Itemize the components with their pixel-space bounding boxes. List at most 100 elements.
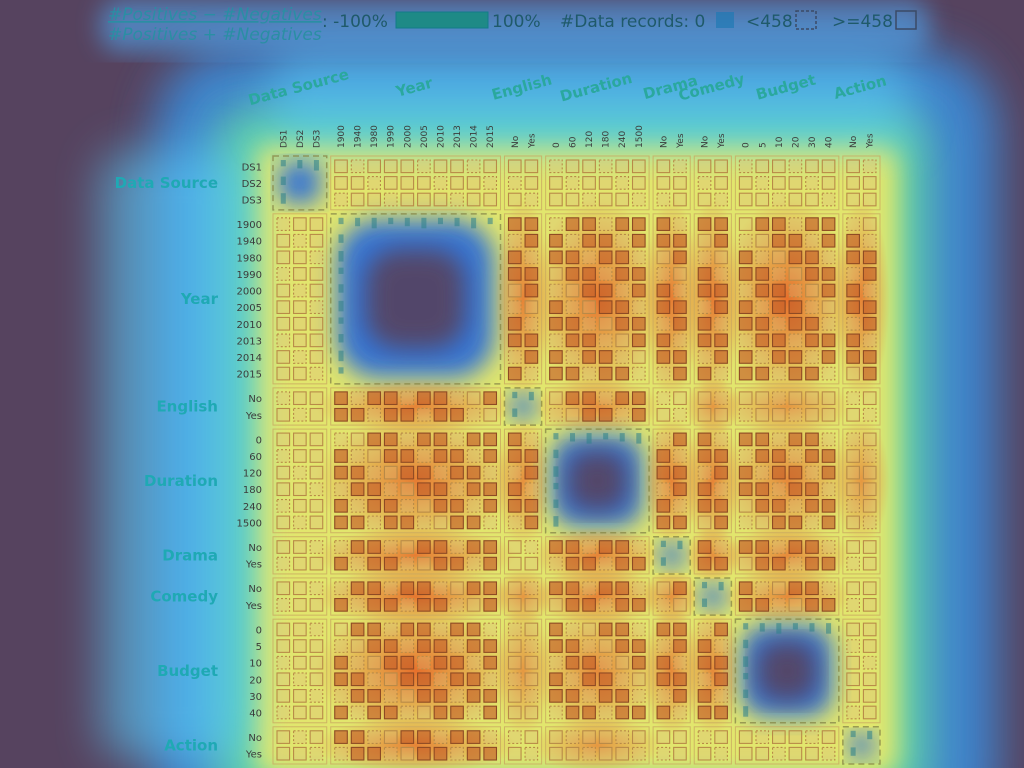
diagonal-bar (619, 433, 625, 442)
matrix-cell (417, 597, 431, 612)
matrix-cell (631, 639, 646, 653)
matrix-cell (483, 639, 498, 653)
matrix-cell (309, 391, 324, 406)
matrix-cell (755, 407, 770, 422)
block-frame (652, 213, 691, 385)
diagonal-bar (338, 367, 344, 374)
matrix-cell (309, 581, 324, 596)
matrix-cell (350, 515, 365, 530)
row-group-label: Action (164, 736, 218, 754)
matrix-cell (367, 622, 382, 637)
matrix-cell (805, 730, 819, 744)
matrix-cell (697, 498, 712, 513)
matrix-cell (309, 283, 324, 298)
matrix-cell (805, 350, 819, 364)
matrix-cell (615, 597, 630, 612)
column-tick-label: Yes (866, 133, 876, 149)
matrix-cell (697, 407, 712, 422)
matrix-cell (805, 498, 819, 513)
matrix-cell (565, 705, 580, 720)
diagonal-bar (280, 176, 286, 186)
matrix-cell (383, 407, 398, 422)
matrix-cell (483, 597, 498, 612)
matrix-cell (507, 705, 522, 720)
matrix-cell (788, 333, 803, 348)
matrix-cell (293, 689, 307, 703)
matrix-cell (846, 192, 860, 207)
block-frame (503, 726, 543, 765)
matrix-cell (805, 316, 819, 331)
matrix-cell (549, 689, 563, 703)
matrix-cell (367, 176, 382, 190)
block-frame (734, 726, 840, 765)
matrix-cell (714, 622, 728, 637)
column-tick-label: 2010 (436, 125, 446, 148)
matrix-cell (697, 465, 712, 480)
matrix-cell (565, 217, 580, 231)
matrix-cell (788, 556, 803, 571)
matrix-cell (582, 655, 596, 670)
matrix-cell (309, 316, 324, 331)
matrix-cell (582, 407, 596, 422)
matrix-cell (507, 515, 522, 530)
diagonal-bar (487, 217, 493, 225)
matrix-cell (846, 407, 860, 422)
matrix-cell (582, 581, 596, 596)
diagonal-bar (850, 730, 856, 738)
row-group-label: Year (180, 290, 219, 308)
matrix-cell (656, 233, 671, 248)
diagonal-block-glow (279, 162, 321, 204)
block-frame (329, 213, 502, 385)
matrix-cell (400, 515, 415, 530)
matrix-cell (334, 746, 348, 761)
matrix-cell (565, 176, 580, 190)
legend-denominator: #Positives + #Negatives (108, 25, 322, 45)
matrix-cell (507, 283, 522, 298)
matrix-cell (846, 639, 860, 653)
diagonal-bar (371, 217, 377, 229)
hot-region (532, 568, 663, 625)
matrix-cell (821, 482, 836, 497)
matrix-cell (598, 316, 613, 331)
matrix-cell (631, 233, 646, 248)
matrix-cell (433, 730, 448, 744)
matrix-cell (582, 556, 596, 571)
matrix-cell (615, 746, 630, 761)
matrix-cell (615, 316, 630, 331)
row-tick-label: No (248, 394, 262, 405)
matrix-cell (383, 672, 398, 687)
matrix-cell (466, 556, 481, 571)
matrix-cell (846, 350, 860, 364)
hot-region (684, 606, 742, 736)
matrix-cell (697, 556, 712, 571)
matrix-cell (507, 597, 522, 612)
row-tick-label: 1940 (237, 237, 262, 248)
matrix-cell (771, 498, 786, 513)
matrix-cell (565, 581, 580, 596)
matrix-cell (276, 622, 291, 637)
matrix-cell (466, 540, 481, 554)
matrix-cell (656, 391, 671, 406)
matrix-cell (524, 622, 539, 637)
matrix-cell (862, 283, 877, 298)
matrix-cell (631, 176, 646, 190)
matrix-cell (582, 540, 596, 554)
matrix-cell (524, 300, 539, 315)
block-frame (842, 726, 881, 765)
diagonal-block-core (757, 641, 817, 701)
block-frame (652, 726, 691, 765)
diagonal-bar (850, 747, 856, 756)
block-frame (693, 387, 732, 426)
block-frame (734, 618, 840, 724)
matrix-cell (755, 449, 770, 463)
column-tick-label: 2005 (420, 125, 430, 148)
diagonal-bar (660, 540, 666, 548)
legend-swatch-zero (716, 12, 734, 28)
matrix-cell (805, 746, 819, 761)
matrix-cell (400, 482, 415, 497)
matrix-cell (598, 391, 613, 406)
matrix-cell (417, 159, 431, 174)
matrix-cell (367, 192, 382, 207)
matrix-cell (821, 250, 836, 265)
matrix-cell (697, 250, 712, 265)
